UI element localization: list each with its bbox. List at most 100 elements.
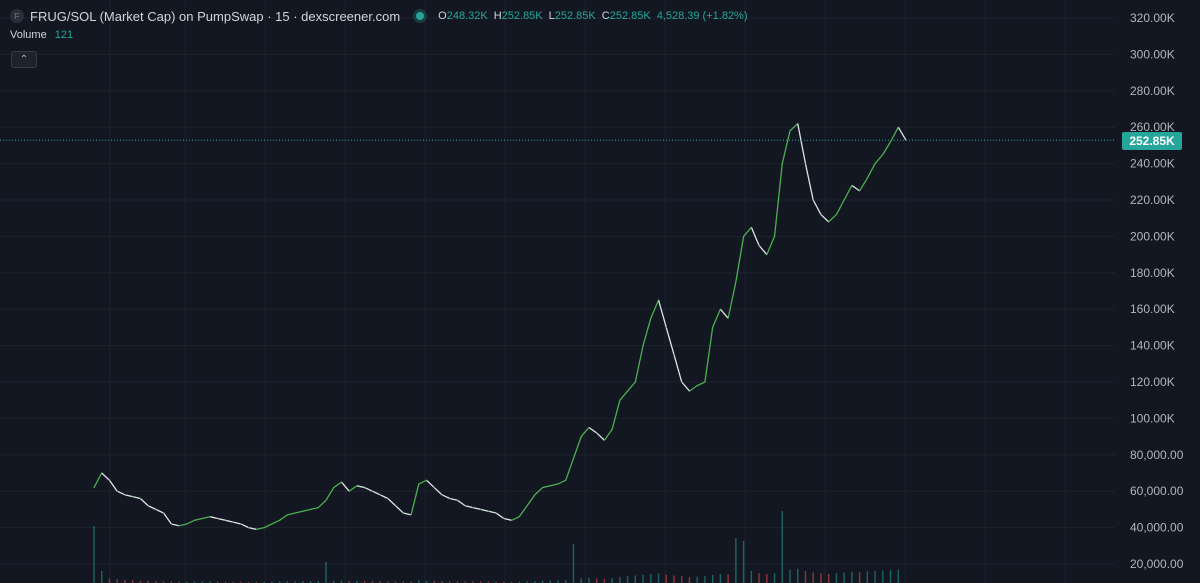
y-tick-label: 120.00K — [1130, 375, 1175, 389]
volume-bar — [611, 578, 613, 583]
price-point — [642, 345, 644, 347]
price-segment — [395, 505, 404, 514]
price-segment — [302, 508, 311, 512]
price-segment — [619, 390, 629, 401]
price-point — [456, 499, 459, 501]
price-point — [851, 184, 853, 187]
price-segment — [310, 506, 319, 511]
volume-bar — [711, 574, 714, 583]
volume-bar — [889, 570, 892, 583]
price-segment — [518, 505, 528, 518]
price-segment — [294, 510, 303, 514]
price-point — [147, 505, 149, 507]
price-point — [93, 486, 95, 489]
volume-bar — [781, 511, 783, 583]
volume-bar — [650, 574, 652, 583]
volume-bar — [766, 574, 768, 583]
price-point — [116, 490, 118, 492]
price-point — [526, 505, 528, 507]
price-segment — [665, 327, 675, 355]
price-point — [828, 221, 830, 223]
price-point — [743, 235, 745, 237]
price-segment — [426, 479, 435, 489]
volume-bar — [526, 581, 528, 583]
price-segment — [843, 185, 853, 201]
price-point — [797, 122, 799, 125]
price-point — [449, 497, 451, 500]
price-segment — [186, 519, 195, 525]
price-segment — [750, 227, 760, 246]
volume-bar — [472, 581, 474, 583]
price-segment — [256, 526, 265, 531]
price-point — [302, 510, 304, 512]
price-point — [132, 496, 134, 498]
volume-bar — [309, 581, 312, 583]
ohlc-readout: O248.32K H252.85K L252.85K C252.85K 4,52… — [438, 10, 747, 22]
high-value: 252.85K — [501, 10, 543, 22]
price-point — [217, 517, 219, 520]
volume-bar — [449, 581, 451, 583]
price-point — [139, 497, 141, 500]
price-segment — [348, 485, 358, 492]
price-point — [750, 226, 752, 228]
price-point — [193, 519, 196, 521]
volume-legend: Volume 121 — [10, 29, 73, 41]
price-point — [232, 521, 234, 523]
price-segment — [611, 400, 621, 430]
price-segment — [240, 523, 249, 529]
price-segment — [488, 510, 497, 514]
price-segment — [457, 499, 466, 507]
volume-bar — [797, 568, 799, 583]
price-point — [611, 428, 613, 430]
price-point — [789, 130, 791, 132]
price-segment — [403, 512, 412, 516]
y-tick-label: 240.00K — [1130, 157, 1175, 171]
price-point — [487, 510, 489, 512]
y-tick-label: 300.00K — [1130, 47, 1175, 61]
price-segment — [773, 163, 783, 237]
price-segment — [758, 245, 768, 256]
y-tick-label: 260.00K — [1130, 120, 1175, 134]
volume-bar — [433, 580, 435, 583]
price-point — [889, 141, 892, 143]
price-point — [580, 436, 582, 438]
price-point — [596, 432, 598, 434]
price-point — [286, 514, 288, 516]
price-segment — [163, 512, 172, 525]
change-value: 4,528.39 (+1.82%) — [656, 10, 748, 22]
price-segment — [634, 345, 644, 383]
price-segment — [696, 381, 706, 387]
price-segment — [317, 499, 327, 509]
price-point — [619, 399, 621, 401]
price-segment — [364, 486, 373, 492]
volume-bar — [224, 581, 227, 583]
collapse-legend-button[interactable]: ⌃ — [11, 51, 37, 68]
price-point — [673, 354, 675, 356]
close-value: 252.85K — [609, 10, 651, 22]
price-point — [309, 508, 312, 510]
price-point — [333, 486, 335, 489]
volume-bar — [503, 581, 505, 583]
price-segment — [596, 432, 605, 441]
price-point — [704, 381, 706, 383]
price-segment — [828, 214, 837, 223]
volume-bar — [735, 538, 737, 583]
volume-bar — [518, 581, 521, 583]
price-point — [170, 523, 172, 525]
price-point — [843, 199, 845, 201]
price-segment — [225, 519, 234, 523]
price-segment — [155, 508, 164, 514]
volume-bar — [402, 581, 405, 583]
price-point — [248, 527, 250, 529]
price-point — [379, 494, 381, 496]
price-segment — [233, 521, 242, 525]
price-point — [480, 508, 482, 510]
y-tick-label: 220.00K — [1130, 193, 1175, 207]
token-icon: F — [10, 9, 24, 23]
volume-bar — [325, 562, 327, 583]
price-segment — [333, 481, 342, 489]
price-segment — [588, 426, 598, 434]
volume-bar — [804, 571, 807, 583]
price-segment — [766, 236, 776, 255]
